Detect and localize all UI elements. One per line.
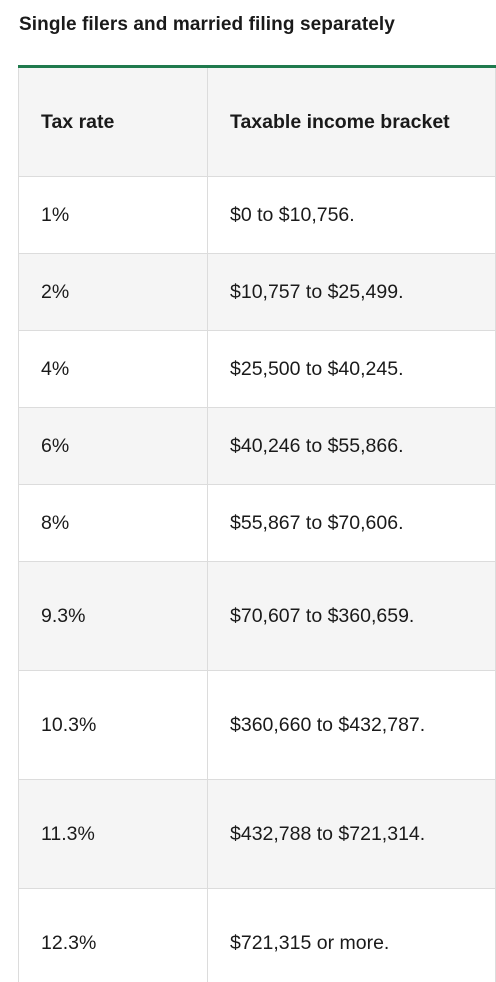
table-header-row: Tax rate Taxable income bracket <box>19 68 496 177</box>
income-bracket-cell: $25,500 to $40,245. <box>208 331 496 408</box>
tax-rate-cell: 1% <box>19 177 208 254</box>
table-row: 1% $0 to $10,756. <box>19 177 496 254</box>
income-bracket-cell: $0 to $10,756. <box>208 177 496 254</box>
table-row: 4% $25,500 to $40,245. <box>19 331 496 408</box>
tax-rate-cell: 6% <box>19 408 208 485</box>
income-bracket-cell: $360,660 to $432,787. <box>208 671 496 780</box>
tax-rate-cell: 12.3% <box>19 889 208 982</box>
tax-rate-cell: 2% <box>19 254 208 331</box>
tax-bracket-table-container[interactable]: Tax rate Taxable income bracket 1% $0 to… <box>18 65 496 982</box>
income-bracket-cell: $70,607 to $360,659. <box>208 562 496 671</box>
tax-rate-cell: 9.3% <box>19 562 208 671</box>
tax-rate-cell: 8% <box>19 485 208 562</box>
table-row: 2% $10,757 to $25,499. <box>19 254 496 331</box>
table-row: 10.3% $360,660 to $432,787. <box>19 671 496 780</box>
income-bracket-cell: $432,788 to $721,314. <box>208 780 496 889</box>
table-row: 12.3% $721,315 or more. <box>19 889 496 982</box>
income-bracket-cell: $721,315 or more. <box>208 889 496 982</box>
table-heading: Single filers and married filing separat… <box>19 14 395 36</box>
column-header-income-bracket: Taxable income bracket <box>208 68 496 177</box>
tax-bracket-table: Tax rate Taxable income bracket 1% $0 to… <box>18 68 496 982</box>
table-row: 6% $40,246 to $55,866. <box>19 408 496 485</box>
tax-rate-cell: 4% <box>19 331 208 408</box>
income-bracket-cell: $55,867 to $70,606. <box>208 485 496 562</box>
income-bracket-cell: $40,246 to $55,866. <box>208 408 496 485</box>
table-row: 11.3% $432,788 to $721,314. <box>19 780 496 889</box>
income-bracket-cell: $10,757 to $25,499. <box>208 254 496 331</box>
table-row: 9.3% $70,607 to $360,659. <box>19 562 496 671</box>
table-row: 8% $55,867 to $70,606. <box>19 485 496 562</box>
tax-rate-cell: 10.3% <box>19 671 208 780</box>
column-header-tax-rate: Tax rate <box>19 68 208 177</box>
tax-rate-cell: 11.3% <box>19 780 208 889</box>
